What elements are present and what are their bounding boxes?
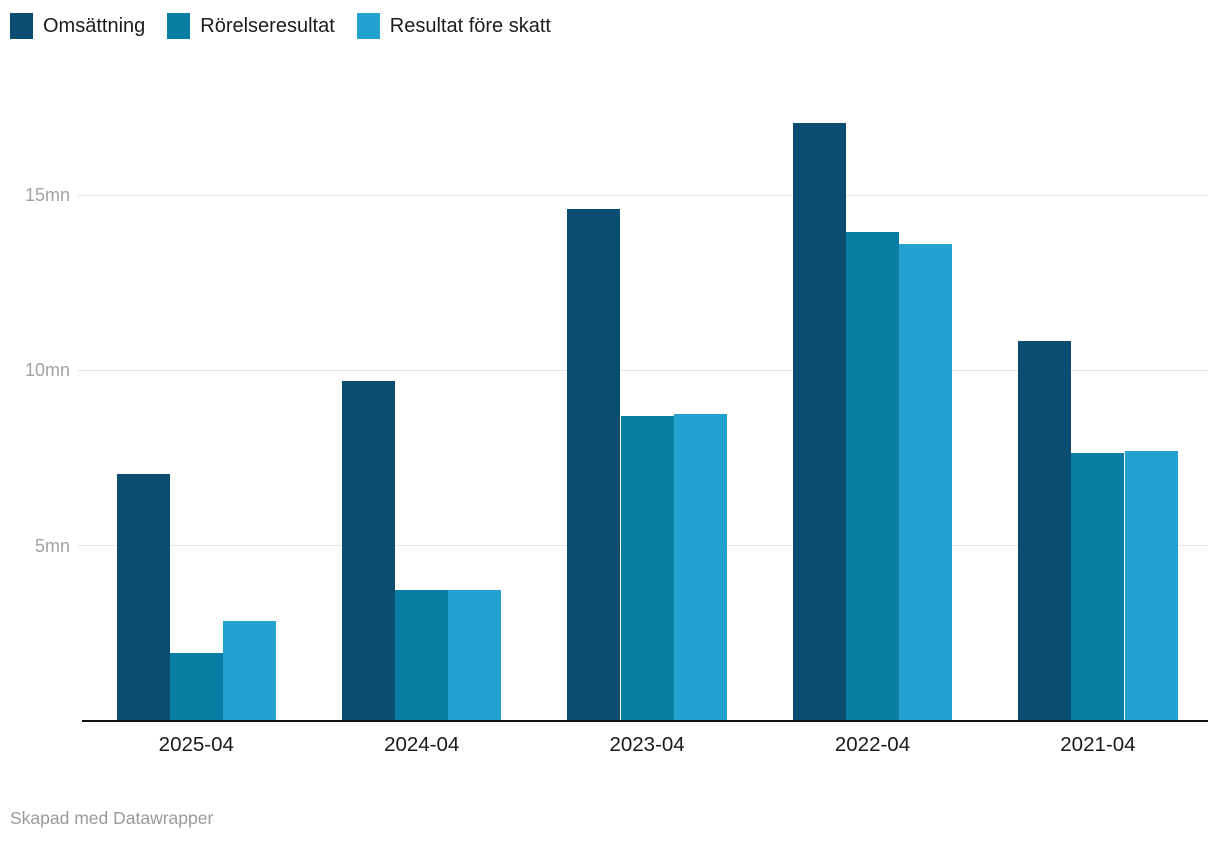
x-axis-label: 2021-04 <box>1060 733 1136 756</box>
gridline <box>78 194 1208 196</box>
x-axis-label: 2025-04 <box>158 733 234 756</box>
legend-swatch <box>10 13 33 39</box>
bar <box>448 589 502 721</box>
bar <box>1124 451 1178 721</box>
y-tick-label: 10mn <box>24 360 70 381</box>
bar <box>673 414 727 721</box>
bar <box>222 621 277 721</box>
legend-item: Rörelseresultat <box>167 13 335 39</box>
legend-swatch <box>167 13 191 39</box>
bar <box>792 123 846 721</box>
x-axis-label: 2023-04 <box>609 733 685 756</box>
legend: Omsättning Rörelseresultat Resultat före s… <box>10 13 551 39</box>
x-axis-label: 2022-04 <box>834 733 911 756</box>
legend-item: Omsättning <box>10 13 145 39</box>
gridline <box>78 369 1208 371</box>
x-axis-label: 2024-04 <box>384 733 460 756</box>
x-axis-line <box>82 720 1208 722</box>
bar <box>1071 452 1125 721</box>
legend-label: Omsättning <box>43 15 146 37</box>
bar <box>620 415 674 721</box>
y-tick-label: 15mn <box>24 185 70 206</box>
bar <box>1018 340 1072 721</box>
bar <box>899 244 953 721</box>
attribution-text: Skapad med Datawrapper <box>10 808 214 828</box>
bar <box>169 652 223 721</box>
bar <box>395 589 449 721</box>
bar <box>567 209 621 721</box>
bar <box>341 380 396 721</box>
legend-item: Resultat före skatt <box>356 13 551 39</box>
legend-swatch <box>356 13 380 39</box>
bar <box>845 231 900 721</box>
bar <box>116 473 170 721</box>
y-tick-label: 5mn <box>34 535 70 556</box>
legend-label: Rörelseresultat <box>200 15 335 37</box>
plot-area: 5mn 10mn 15mn 2025-04 2024-04 2023-04 2022-04 2… <box>24 123 1208 756</box>
legend-label: Resultat före skatt <box>389 15 551 37</box>
